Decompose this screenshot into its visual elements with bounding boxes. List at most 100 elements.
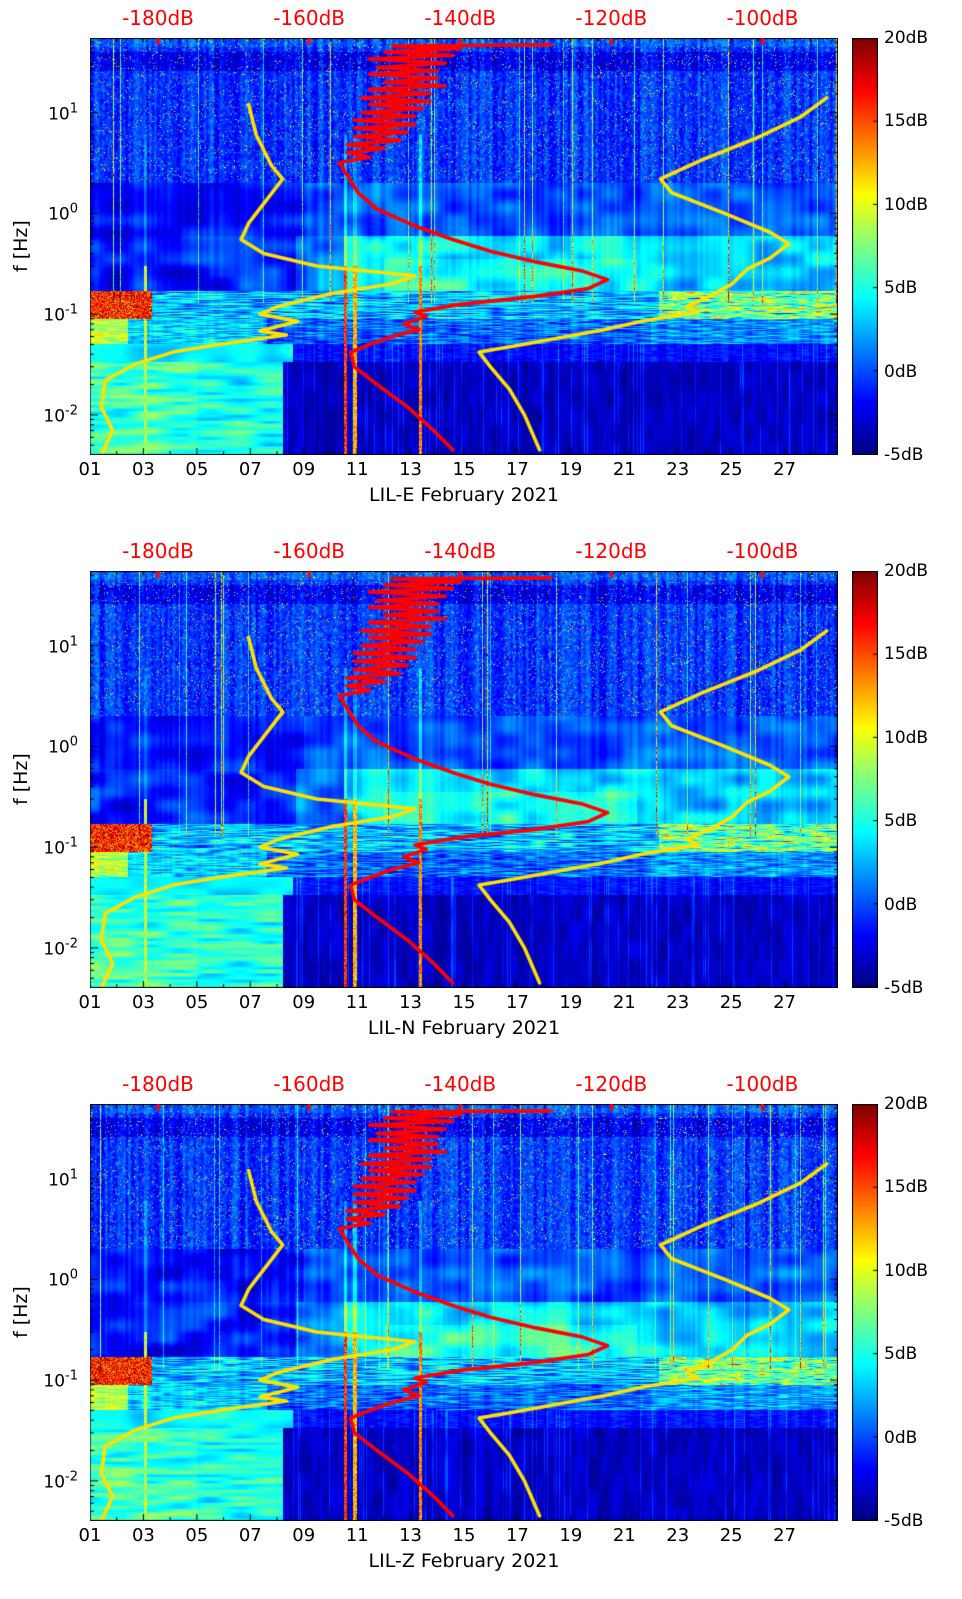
top-db-label: -100dB (726, 1072, 799, 1096)
x-tick-label: 21 (612, 992, 636, 1013)
y-tick-label: 101 (48, 101, 78, 124)
x-tick-label: 13 (399, 459, 423, 480)
top-db-label: -180dB (122, 6, 194, 30)
y-tick-labels: 101 100 10-1 10-2 (0, 1066, 86, 1599)
top-db-label: -140dB (424, 6, 497, 30)
x-tick-label: 07 (238, 459, 262, 480)
top-db-axis: -180dB -160dB -140dB -120dB -100dB (90, 537, 838, 565)
x-axis-title: LIL-Z February 2021 (368, 1550, 560, 1572)
x-tick-label: 27 (773, 992, 797, 1013)
colorbar-tick-label: 15dB (884, 1177, 929, 1198)
y-tick-label: 10-1 (43, 835, 78, 859)
x-tick-label: 17 (505, 992, 529, 1013)
x-tick-label: 07 (238, 1525, 262, 1546)
colorbar-tick-label: -5dB (884, 445, 924, 465)
y-tick-label: 100 (48, 1268, 78, 1291)
colorbar-gradient (852, 38, 878, 455)
x-axis-title: LIL-E February 2021 (369, 484, 559, 506)
x-tick-label: 01 (78, 992, 102, 1013)
colorbar-tick-label: 20dB (884, 28, 929, 48)
colorbar-tick-label: -5dB (884, 1511, 924, 1531)
x-tick-label: 15 (452, 459, 476, 480)
top-db-label: -140dB (424, 1072, 497, 1096)
spectrogram-canvas (90, 571, 838, 988)
x-tick-label: 03 (131, 459, 155, 480)
colorbar-tick-label: 10dB (884, 727, 929, 748)
x-tick-label: 23 (666, 1525, 690, 1546)
x-tick-label: 09 (292, 992, 316, 1013)
x-tick-label: 03 (131, 1525, 155, 1546)
x-tick-label: 19 (559, 459, 583, 480)
x-tick-labels: 01 03 05 07 09 11 13 15 17 19 21 23 25 27 (79, 1525, 838, 1549)
x-tick-label: 11 (345, 992, 369, 1013)
x-tick-label: 19 (559, 992, 583, 1013)
colorbar-gradient (852, 1104, 878, 1521)
colorbar-tick-label: -5dB (884, 978, 924, 998)
top-db-label: -160dB (273, 539, 346, 563)
top-db-label: -180dB (122, 1072, 194, 1096)
x-tick-label: 13 (399, 992, 423, 1013)
spectrogram-canvas (90, 1104, 838, 1521)
top-db-label: -120dB (575, 1072, 648, 1096)
x-tick-label: 17 (505, 459, 529, 480)
y-tick-label: 101 (48, 634, 78, 657)
colorbar-tick-label: 20dB (884, 1094, 929, 1114)
colorbar-tick-labels: 20dB 15dB 10dB 5dB 0dB -5dB (884, 1094, 956, 1531)
colorbar-tick-label: 10dB (884, 194, 929, 215)
x-tick-label: 05 (185, 992, 209, 1013)
colorbar-tick-label: 5dB (884, 278, 918, 299)
colorbar-tick-label: 5dB (884, 811, 918, 832)
colorbar-tick-label: 0dB (884, 894, 918, 915)
x-tick-label: 01 (78, 1525, 102, 1546)
x-tick-label: 21 (612, 459, 636, 480)
spectrogram-panel-lil-n: -180dB -160dB -140dB -120dB -100dB f [Hz] 10… (0, 533, 962, 1066)
colorbar-tick-label: 15dB (884, 111, 929, 132)
x-tick-label: 01 (78, 459, 102, 480)
top-db-label: -160dB (273, 6, 346, 30)
top-db-label: -140dB (424, 539, 497, 563)
y-tick-label: 100 (48, 202, 78, 225)
colorbar-tick-labels: 20dB 15dB 10dB 5dB 0dB -5dB (884, 561, 956, 998)
colorbar-tick-label: 20dB (884, 561, 929, 581)
colorbar-tick-label: 0dB (884, 361, 918, 382)
colorbar-tick-label: 10dB (884, 1260, 929, 1281)
y-tick-label: 10-1 (43, 1368, 78, 1392)
x-axis-title: LIL-N February 2021 (367, 1017, 561, 1039)
colorbar-gradient (852, 571, 878, 988)
x-tick-label: 03 (131, 992, 155, 1013)
colorbar-tick-label: 15dB (884, 644, 929, 665)
spectrogram-canvas (90, 38, 838, 455)
top-db-label: -100dB (726, 6, 799, 30)
x-tick-label: 25 (719, 459, 743, 480)
x-tick-label: 27 (773, 1525, 797, 1546)
x-tick-label: 11 (345, 1525, 369, 1546)
x-tick-labels: 01 03 05 07 09 11 13 15 17 19 21 23 25 27 (79, 992, 838, 1016)
x-tick-label: 05 (185, 459, 209, 480)
x-tick-label: 23 (666, 992, 690, 1013)
x-tick-label: 15 (452, 992, 476, 1013)
y-tick-label: 101 (48, 1167, 78, 1190)
x-tick-label: 09 (292, 459, 316, 480)
y-tick-label: 100 (48, 735, 78, 758)
x-tick-label: 27 (773, 459, 797, 480)
spectrogram-panel-lil-z: -180dB -160dB -140dB -120dB -100dB f [Hz] 10… (0, 1066, 962, 1599)
x-tick-label: 15 (452, 1525, 476, 1546)
x-tick-label: 25 (719, 1525, 743, 1546)
x-tick-label: 09 (292, 1525, 316, 1546)
top-db-label: -100dB (726, 539, 799, 563)
colorbar-tick-label: 5dB (884, 1344, 918, 1365)
x-tick-label: 23 (666, 459, 690, 480)
spectrogram-panel-lil-e: -180dB -160dB -140dB -120dB -100dB f [Hz] 10… (0, 0, 962, 533)
x-tick-label: 25 (719, 992, 743, 1013)
x-tick-label: 07 (238, 992, 262, 1013)
colorbar-tick-labels: 20dB 15dB 10dB 5dB 0dB -5dB (884, 28, 956, 465)
y-tick-label: 10-2 (43, 936, 78, 960)
y-tick-labels: 101 100 10-1 10-2 (0, 0, 86, 533)
colorbar-tick-label: 0dB (884, 1427, 918, 1448)
x-tick-labels: 01 03 05 07 09 11 13 15 17 19 21 23 25 27 (79, 459, 838, 483)
y-tick-labels: 101 100 10-1 10-2 (0, 533, 86, 1066)
top-db-axis: -180dB -160dB -140dB -120dB -100dB (90, 1070, 838, 1098)
x-tick-label: 11 (345, 459, 369, 480)
y-tick-label: 10-1 (43, 302, 78, 326)
